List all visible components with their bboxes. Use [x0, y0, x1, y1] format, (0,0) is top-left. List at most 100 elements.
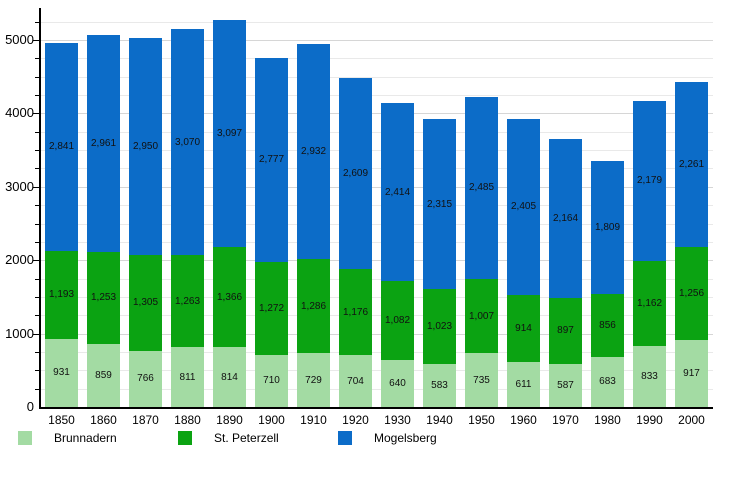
segment-value-label: 729 — [305, 374, 322, 386]
segment-value-label: 2,777 — [258, 154, 285, 166]
plot-area: 0 1000 2000 3000 4000 5000 2,841 1,193 931 1850 2,… — [5, 8, 713, 427]
gridline — [40, 351, 713, 353]
segment-value-label: 2,961 — [90, 137, 117, 149]
bar-1940: 2,315 1,023 583 — [423, 119, 456, 407]
gridline — [40, 315, 713, 317]
segment-brunnadern: 766 — [129, 350, 162, 407]
segment-brunnadern: 710 — [255, 354, 288, 407]
segment-brunnadern: 583 — [423, 364, 456, 407]
segment-mogelsberg: 2,405 — [507, 118, 540, 296]
segment-value-label: 640 — [389, 377, 406, 389]
x-axis-label: 1910 — [300, 413, 327, 427]
segment-value-label: 3,097 — [216, 127, 243, 139]
segment-st-peterzell: 1,253 — [87, 251, 120, 344]
segment-st-peterzell: 1,366 — [213, 246, 246, 348]
segment-brunnadern: 611 — [507, 362, 540, 407]
x-axis-label: 1870 — [132, 413, 159, 427]
segment-value-label: 766 — [137, 373, 154, 385]
y-axis-label: 5000 — [5, 32, 34, 47]
segment-brunnadern: 640 — [381, 360, 414, 407]
x-axis-label: 1890 — [216, 413, 243, 427]
segment-st-peterzell: 1,007 — [465, 279, 498, 354]
y-axis-tick — [33, 186, 39, 188]
gridline — [40, 260, 713, 262]
segment-value-label: 1,366 — [216, 291, 243, 303]
segment-value-label: 2,950 — [132, 141, 159, 153]
y-axis-label: 2000 — [5, 252, 34, 268]
bar-1900: 2,777 1,272 710 — [255, 57, 288, 407]
y-axis-tick — [35, 223, 39, 225]
segment-mogelsberg: 2,777 — [255, 57, 288, 262]
y-axis-tick — [35, 76, 39, 78]
y-axis-label: 3000 — [5, 178, 34, 194]
segment-value-label: 704 — [347, 375, 364, 387]
x-axis-label: 2000 — [678, 413, 705, 427]
y-axis-tick — [35, 95, 39, 97]
gridline — [40, 333, 713, 335]
y-axis-tick — [35, 168, 39, 170]
segment-st-peterzell: 1,305 — [129, 254, 162, 351]
segment-st-peterzell: 897 — [549, 298, 582, 364]
segment-value-label: 2,609 — [342, 167, 369, 179]
x-axis-label: 1970 — [552, 413, 579, 427]
segment-value-label: 2,932 — [300, 145, 327, 157]
segment-mogelsberg: 2,950 — [129, 38, 162, 255]
segment-value-label: 917 — [683, 367, 700, 379]
gridline — [40, 388, 713, 390]
y-axis-tick — [35, 278, 39, 280]
segment-value-label: 1,023 — [426, 321, 453, 333]
x-axis-label: 1950 — [468, 413, 495, 427]
segment-value-label: 1,162 — [636, 297, 663, 309]
x-axis-label: 1850 — [48, 413, 75, 427]
segment-st-peterzell: 1,272 — [255, 261, 288, 355]
y-axis-tick — [33, 333, 39, 335]
segment-value-label: 735 — [473, 374, 490, 386]
segment-value-label: 2,414 — [384, 186, 411, 198]
segment-st-peterzell: 1,176 — [339, 269, 372, 356]
segment-mogelsberg: 2,932 — [297, 43, 330, 260]
gridline — [40, 40, 713, 41]
bar-1990: 2,179 1,162 833 — [633, 100, 666, 407]
segment-st-peterzell: 1,193 — [45, 251, 78, 339]
segment-value-label: 3,070 — [174, 136, 201, 148]
y-axis-tick — [33, 113, 39, 115]
y-axis-label: 4000 — [5, 105, 34, 121]
segment-value-label: 611 — [515, 379, 532, 391]
segment-st-peterzell: 914 — [507, 295, 540, 363]
segment-value-label: 683 — [599, 376, 616, 388]
bar-1860: 2,961 1,253 859 — [87, 34, 120, 407]
segment-brunnadern: 587 — [549, 363, 582, 407]
segment-value-label: 833 — [641, 370, 658, 382]
y-axis-tick — [35, 205, 39, 207]
bar-1870: 2,950 1,305 766 — [129, 38, 162, 407]
gridline — [40, 370, 713, 372]
segment-value-label: 2,261 — [678, 159, 705, 170]
segment-value-label: 1,176 — [342, 306, 369, 318]
segment-brunnadern: 683 — [591, 356, 624, 407]
x-axis-label: 1880 — [174, 413, 201, 427]
y-axis-tick — [35, 21, 39, 23]
y-axis-label: 0 — [26, 399, 34, 414]
bar-1970: 2,164 897 587 — [549, 139, 582, 407]
bar-1890: 3,097 1,366 814 — [213, 19, 246, 407]
bar-1920: 2,609 1,176 704 — [339, 77, 372, 407]
segment-st-peterzell: 1,286 — [297, 259, 330, 354]
segment-brunnadern: 917 — [675, 339, 708, 407]
segment-st-peterzell: 1,263 — [171, 254, 204, 348]
segment-st-peterzell: 1,023 — [423, 289, 456, 365]
bar-1930: 2,414 1,082 640 — [381, 103, 414, 407]
bar-1910: 2,932 1,286 729 — [297, 43, 330, 407]
x-axis-label: 1930 — [384, 413, 411, 427]
gridline — [40, 150, 713, 152]
segment-mogelsberg: 2,961 — [87, 34, 120, 252]
segment-st-peterzell: 1,082 — [381, 280, 414, 360]
gridline — [40, 58, 713, 60]
segment-value-label: 811 — [179, 371, 196, 383]
segment-value-label: 2,405 — [510, 201, 537, 213]
gridline — [40, 21, 713, 23]
segment-value-label: 1,256 — [678, 288, 705, 300]
segment-brunnadern: 735 — [465, 353, 498, 407]
segment-mogelsberg: 3,070 — [171, 29, 204, 255]
gridline — [40, 278, 713, 280]
